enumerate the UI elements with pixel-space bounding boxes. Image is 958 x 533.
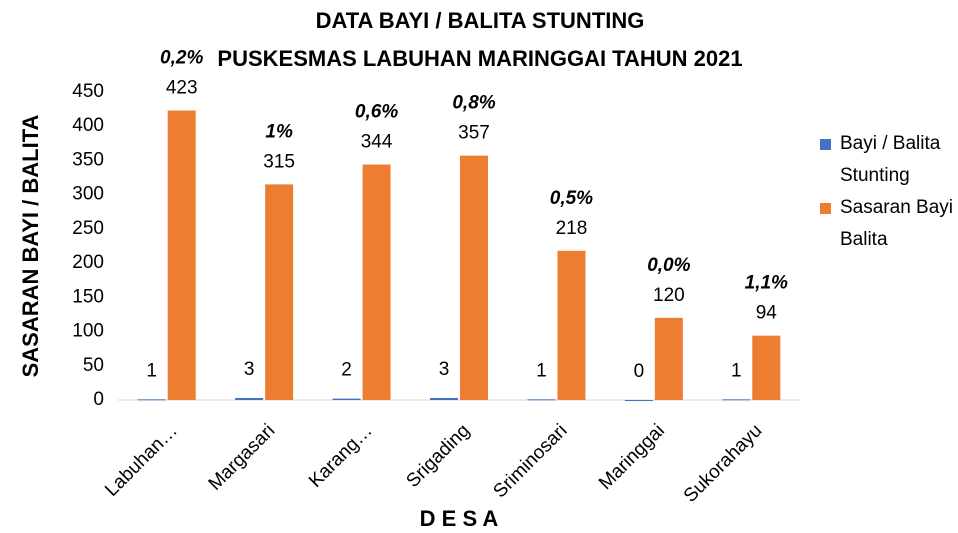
x-axis-label: D E S A bbox=[420, 506, 499, 531]
data-label: 1 bbox=[146, 360, 157, 381]
data-label: 3 bbox=[244, 359, 255, 380]
x-tick-label: Labuhan… bbox=[101, 420, 182, 501]
y-tick-label: 350 bbox=[72, 149, 104, 170]
bar bbox=[460, 155, 488, 400]
annotation: 1,1% bbox=[745, 273, 788, 294]
data-label: 357 bbox=[458, 123, 490, 144]
data-label: 94 bbox=[756, 303, 778, 324]
y-tick-label: 300 bbox=[72, 184, 104, 205]
legend-label: Bayi / Balita Stunting bbox=[840, 133, 941, 186]
bar bbox=[654, 317, 683, 400]
data-label: 315 bbox=[263, 151, 295, 172]
bar bbox=[332, 398, 361, 400]
legend-label: Sasaran Bayi Balita bbox=[840, 197, 954, 250]
data-label: 120 bbox=[653, 285, 685, 306]
bar bbox=[722, 399, 751, 401]
x-tick-label: Sriminosari bbox=[489, 420, 571, 502]
x-tick-label: Maringgai bbox=[595, 420, 669, 494]
bar bbox=[265, 184, 294, 400]
data-label: 3 bbox=[439, 359, 450, 380]
annotation: 1% bbox=[265, 121, 293, 142]
bar bbox=[527, 399, 556, 401]
y-tick-label: 400 bbox=[72, 115, 104, 136]
y-tick-label: 100 bbox=[72, 321, 104, 342]
bar bbox=[752, 335, 781, 400]
bar bbox=[430, 397, 458, 400]
data-label: 423 bbox=[166, 77, 198, 98]
data-label: 218 bbox=[556, 218, 588, 239]
chart-title: DATA BAYI / BALITA STUNTING bbox=[316, 8, 645, 33]
bar bbox=[624, 400, 653, 401]
legend-swatch bbox=[820, 139, 831, 150]
data-label: 1 bbox=[536, 360, 547, 381]
annotation: 0,6% bbox=[355, 102, 398, 123]
legend-item: Sasaran Bayi Balita bbox=[820, 192, 955, 256]
chart-title: PUSKESMAS LABUHAN MARINGGAI TAHUN 2021 bbox=[217, 46, 742, 71]
annotation: 0,0% bbox=[647, 255, 690, 276]
y-tick-label: 50 bbox=[83, 355, 104, 376]
bar bbox=[167, 110, 196, 400]
legend-swatch bbox=[820, 203, 831, 214]
y-tick-label: 150 bbox=[72, 286, 104, 307]
legend-item: Bayi / Balita Stunting bbox=[820, 128, 955, 192]
x-tick-label: Sukorahayu bbox=[680, 420, 767, 507]
data-label: 344 bbox=[361, 132, 393, 153]
x-tick-label: Karang… bbox=[305, 420, 377, 492]
y-tick-label: 250 bbox=[72, 218, 104, 239]
legend: Bayi / Balita Stunting Sasaran Bayi Balit… bbox=[820, 128, 955, 256]
bar bbox=[557, 250, 586, 400]
annotation: 0,2% bbox=[160, 47, 203, 68]
x-tick-label: Srigading bbox=[402, 420, 474, 492]
data-label: 1 bbox=[731, 360, 742, 381]
y-axis-label: SASARAN BAYI / BALITA bbox=[18, 114, 43, 377]
y-tick-label: 200 bbox=[72, 252, 104, 273]
data-label: 0 bbox=[634, 361, 645, 382]
data-label: 2 bbox=[341, 360, 352, 381]
bar bbox=[137, 399, 166, 401]
bar bbox=[362, 164, 391, 400]
x-tick-label: Margasari bbox=[205, 420, 280, 495]
annotation: 0,8% bbox=[452, 93, 495, 114]
bar bbox=[235, 397, 264, 400]
y-tick-label: 0 bbox=[93, 389, 104, 410]
y-tick-label: 450 bbox=[72, 81, 104, 102]
annotation: 0,5% bbox=[550, 188, 593, 209]
